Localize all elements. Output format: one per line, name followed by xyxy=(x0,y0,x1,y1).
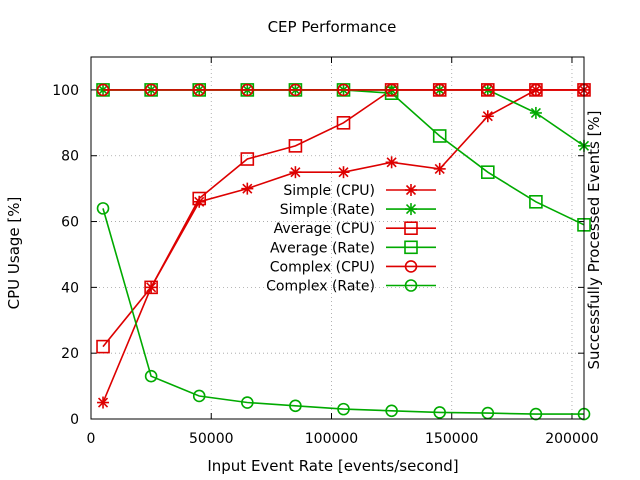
axis-ticks: 0 50000 100000 150000 200000 0 20 40 60 80 100 xyxy=(52,57,599,447)
data-point xyxy=(433,83,447,97)
data-point xyxy=(192,191,207,206)
data-point xyxy=(241,182,254,195)
data-point xyxy=(289,166,302,179)
data-point xyxy=(432,129,447,143)
data-point xyxy=(97,396,110,409)
data-point xyxy=(481,165,495,179)
chart-title: CEP Performance xyxy=(268,18,397,36)
series-group xyxy=(96,83,591,421)
x-tick-label: 50000 xyxy=(189,431,234,447)
series-line xyxy=(103,89,585,147)
data-point xyxy=(336,116,351,130)
legend-label: Simple (CPU) xyxy=(283,183,375,199)
data-point xyxy=(289,83,302,97)
data-point xyxy=(144,83,158,97)
legend-label: Complex (CPU) xyxy=(270,259,375,275)
data-point xyxy=(385,404,398,418)
data-point xyxy=(481,110,494,123)
legend-marker xyxy=(405,203,417,216)
y2-axis-label: Successfully Processed Events [%] xyxy=(585,110,603,369)
legend-entry: Simple (CPU) xyxy=(283,183,436,199)
series-average-cpu xyxy=(96,83,591,354)
series-complex-cpu xyxy=(96,83,591,97)
legend-entry: Average (CPU) xyxy=(274,221,436,237)
data-point xyxy=(96,83,110,97)
data-point xyxy=(529,195,543,209)
legend-entry: Complex (Rate) xyxy=(266,279,436,295)
data-point xyxy=(289,399,302,413)
data-point xyxy=(144,280,158,295)
legend-label: Simple (Rate) xyxy=(280,202,375,218)
legend-marker xyxy=(404,279,418,292)
data-point xyxy=(385,156,398,169)
y-tick-label: 80 xyxy=(61,149,79,165)
series-complex-rate xyxy=(96,202,591,421)
data-point xyxy=(433,162,446,175)
data-point xyxy=(192,389,206,403)
data-point xyxy=(384,86,399,100)
legend-label: Average (CPU) xyxy=(274,221,375,237)
y-tick-label: 100 xyxy=(52,83,79,99)
data-point xyxy=(529,106,542,119)
legend-entry: Simple (Rate) xyxy=(280,202,436,218)
x-axis-label: Input Event Rate [events/second] xyxy=(207,457,458,475)
y-axis-label: CPU Usage [%] xyxy=(5,197,23,310)
data-point xyxy=(337,83,350,97)
x-tick-label: 0 xyxy=(87,431,96,447)
data-point xyxy=(240,152,255,166)
x-tick-label: 100000 xyxy=(305,431,358,447)
x-tick-label: 150000 xyxy=(425,431,478,447)
y-tick-label: 60 xyxy=(61,215,79,231)
data-point xyxy=(529,83,543,97)
legend-entry: Complex (CPU) xyxy=(270,259,436,275)
data-point xyxy=(96,339,110,354)
legend: Simple (CPU) Simple (Rate) Average (CPU) Av… xyxy=(266,183,436,295)
y-tick-label: 40 xyxy=(61,280,79,296)
data-point xyxy=(481,83,495,97)
legend-label: Complex (Rate) xyxy=(266,279,375,295)
legend-marker xyxy=(404,260,418,273)
plot-frame xyxy=(90,56,585,420)
data-point xyxy=(241,83,254,97)
y-tick-label: 20 xyxy=(61,346,79,362)
grid xyxy=(91,57,584,419)
data-point xyxy=(337,402,350,416)
data-point xyxy=(241,396,254,409)
series-line xyxy=(102,208,584,415)
x-tick-label: 200000 xyxy=(545,431,598,447)
legend-label: Average (Rate) xyxy=(270,240,375,256)
data-point xyxy=(385,83,398,97)
data-point xyxy=(433,406,447,419)
legend-marker xyxy=(405,184,417,196)
legend-marker xyxy=(404,240,418,255)
data-point xyxy=(337,166,350,179)
y-tick-label: 0 xyxy=(70,412,79,428)
data-point xyxy=(192,83,206,97)
legend-marker xyxy=(404,221,418,235)
series-simple-rate xyxy=(97,83,590,152)
data-point xyxy=(144,369,158,383)
legend-entry: Average (Rate) xyxy=(270,240,436,256)
data-point xyxy=(96,202,110,215)
data-point xyxy=(288,139,303,153)
data-point xyxy=(529,407,543,421)
